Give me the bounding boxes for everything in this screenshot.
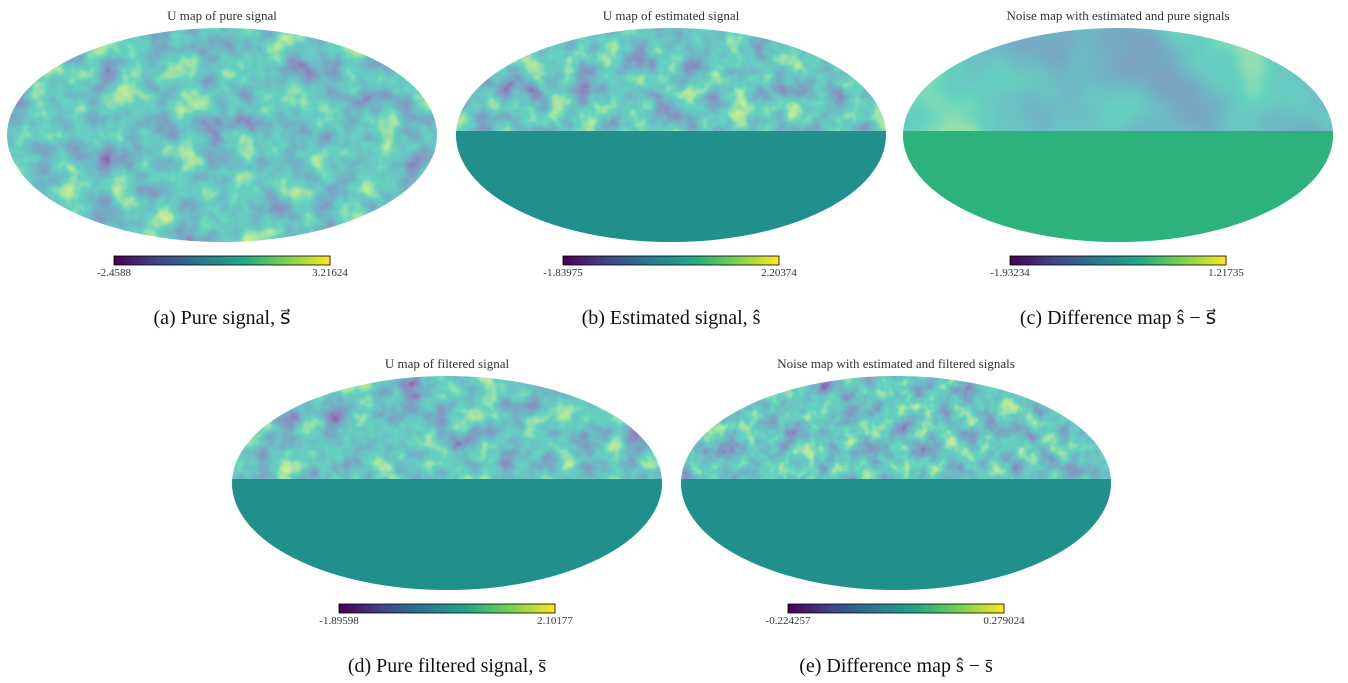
panel: U map of filtered signal -1.89598 2.10177 (…	[232, 356, 662, 677]
figure: U map of pure signal -2.4588 3.21624 (a) Pu…	[0, 0, 1348, 683]
colorbar-min: -1.93234	[990, 267, 1030, 279]
sky-map	[681, 376, 1111, 590]
map-texture	[7, 28, 437, 242]
masked-region	[232, 479, 662, 590]
panel: Noise map with estimated and filtered si…	[681, 356, 1111, 677]
subcaption: (c) Difference map ŝ − s⃗	[1020, 307, 1216, 329]
map-title: Noise map with estimated and filtered si…	[777, 356, 1015, 371]
masked-region	[456, 131, 886, 242]
colorbar-min: -1.89598	[319, 615, 359, 627]
map-title: Noise map with estimated and pure signal…	[1006, 8, 1229, 23]
colorbar-min: -0.224257	[766, 615, 811, 627]
colorbar	[339, 604, 555, 613]
masked-region	[681, 479, 1111, 590]
sky-map	[232, 376, 662, 590]
subcaption: (a) Pure signal, s⃗	[153, 307, 290, 329]
colorbar-max: 3.21624	[312, 267, 348, 279]
colorbar-max: 2.10177	[537, 615, 573, 627]
colorbar-min: -1.83975	[543, 267, 583, 279]
sky-map	[456, 28, 886, 242]
panel: U map of estimated signal -1.83975 2.20374…	[456, 8, 886, 329]
map-title: U map of estimated signal	[603, 8, 740, 23]
colorbar-max: 1.21735	[1208, 267, 1244, 279]
colorbar	[114, 256, 330, 265]
colorbar-max: 0.279024	[983, 615, 1025, 627]
panel: U map of pure signal -2.4588 3.21624 (a) Pu…	[7, 8, 437, 329]
subcaption: (b) Estimated signal, ŝ	[582, 307, 761, 329]
map-title: U map of filtered signal	[385, 356, 510, 371]
colorbar	[788, 604, 1004, 613]
subcaption: (d) Pure filtered signal, s̄	[348, 655, 547, 677]
sky-map	[903, 28, 1333, 242]
colorbar	[563, 256, 779, 265]
panel: Noise map with estimated and pure signal…	[903, 8, 1333, 329]
colorbar-max: 2.20374	[761, 267, 797, 279]
sky-map	[7, 28, 437, 242]
map-title: U map of pure signal	[167, 8, 277, 23]
colorbar-min: -2.4588	[97, 267, 131, 279]
colorbar	[1010, 256, 1226, 265]
subcaption: (e) Difference map ŝ − s̄	[799, 655, 993, 677]
masked-region	[903, 131, 1333, 242]
